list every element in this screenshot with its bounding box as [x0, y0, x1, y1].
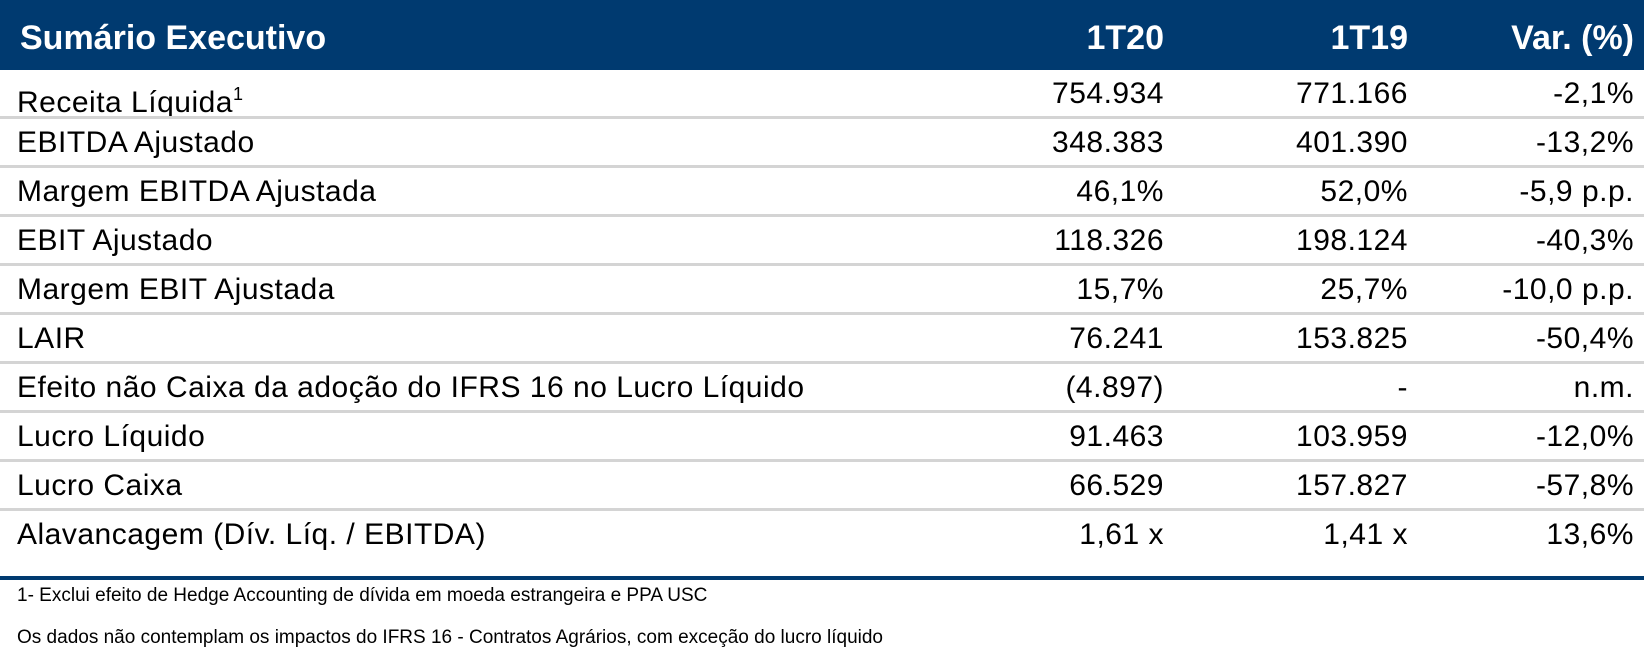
value-variation: -10,0 p.p. [1502, 273, 1634, 306]
value-variation: -13,2% [1535, 126, 1634, 159]
row-label: Efeito não Caixa da adoção do IFRS 16 no… [17, 371, 805, 404]
value-1t20: 348.383 [1052, 126, 1164, 159]
row-divider [0, 214, 1644, 217]
row-label: Lucro Caixa [17, 469, 183, 502]
table-bottom-border [0, 576, 1644, 580]
table-row: Receita Líquida1 754.934 771.166 -2,1% [0, 70, 1644, 119]
value-1t19: 25,7% [1320, 273, 1408, 306]
row-label: EBITDA Ajustado [17, 126, 255, 159]
footnote-1: 1- Exclui efeito de Hedge Accounting de … [17, 585, 708, 606]
column-header-1t20: 1T20 [1086, 19, 1165, 57]
table-row: EBITDA Ajustado 348.383 401.390 -13,2% [0, 119, 1644, 167]
value-variation: -57,8% [1535, 469, 1634, 502]
table-title: Sumário Executivo [20, 19, 327, 57]
table-row: Lucro Líquido 91.463 103.959 -12,0% [0, 413, 1644, 461]
row-label: Margem EBITDA Ajustada [17, 175, 377, 208]
row-label: Alavancagem (Dív. Líq. / EBITDA) [17, 518, 486, 551]
table-row: Margem EBITDA Ajustada 46,1% 52,0% -5,9 … [0, 168, 1644, 216]
value-1t19: 198.124 [1296, 224, 1408, 257]
row-label: Receita Líquida1 [17, 70, 244, 119]
row-divider [0, 410, 1644, 413]
value-1t20: 76.241 [1069, 322, 1164, 355]
value-1t19: 401.390 [1296, 126, 1408, 159]
table-header: Sumário Executivo 1T20 1T19 Var. (%) [0, 0, 1644, 70]
value-variation: -5,9 p.p. [1519, 175, 1634, 208]
value-1t20: 15,7% [1076, 273, 1164, 306]
value-variation: -2,1% [1553, 77, 1634, 110]
value-variation: 13,6% [1546, 518, 1634, 551]
value-1t20: 66.529 [1069, 469, 1164, 502]
row-label: LAIR [17, 322, 86, 355]
value-1t19: 1,41 x [1323, 518, 1408, 551]
footnote-2: Os dados não contemplam os impactos do I… [17, 627, 883, 648]
value-variation: -50,4% [1535, 322, 1634, 355]
row-divider [0, 361, 1644, 364]
value-1t19: 771.166 [1296, 77, 1408, 110]
footnote-marker: 1 [232, 84, 244, 104]
value-1t20: (4.897) [1065, 371, 1164, 404]
row-divider [0, 116, 1644, 119]
table-row: Lucro Caixa 66.529 157.827 -57,8% [0, 462, 1644, 510]
column-header-variation: Var. (%) [1511, 19, 1634, 57]
row-label: Margem EBIT Ajustada [17, 273, 335, 306]
row-label-text: Receita Líquida [17, 86, 233, 119]
column-header-1t19: 1T19 [1330, 19, 1409, 57]
row-label: EBIT Ajustado [17, 224, 214, 257]
table-row: LAIR 76.241 153.825 -50,4% [0, 315, 1644, 363]
value-1t20: 46,1% [1076, 175, 1164, 208]
table-row: Efeito não Caixa da adoção do IFRS 16 no… [0, 364, 1644, 412]
row-divider [0, 508, 1644, 511]
value-1t19: 153.825 [1296, 322, 1408, 355]
value-variation: -12,0% [1535, 420, 1634, 453]
value-1t19: 157.827 [1296, 469, 1408, 502]
table-row: EBIT Ajustado 118.326 198.124 -40,3% [0, 217, 1644, 265]
value-1t20: 91.463 [1069, 420, 1164, 453]
row-divider [0, 263, 1644, 266]
value-1t19: 103.959 [1296, 420, 1408, 453]
row-divider [0, 312, 1644, 315]
row-divider [0, 165, 1644, 168]
value-variation: -40,3% [1535, 224, 1634, 257]
value-1t20: 118.326 [1054, 224, 1164, 257]
value-1t20: 1,61 x [1079, 518, 1164, 551]
row-divider [0, 459, 1644, 462]
value-variation: n.m. [1573, 371, 1634, 404]
table-row: Alavancagem (Dív. Líq. / EBITDA) 1,61 x … [0, 511, 1644, 559]
row-label: Lucro Líquido [17, 420, 206, 453]
value-1t19: 52,0% [1320, 175, 1408, 208]
value-1t19: - [1397, 371, 1408, 404]
value-1t20: 754.934 [1052, 77, 1164, 110]
table-row: Margem EBIT Ajustada 15,7% 25,7% -10,0 p… [0, 266, 1644, 314]
